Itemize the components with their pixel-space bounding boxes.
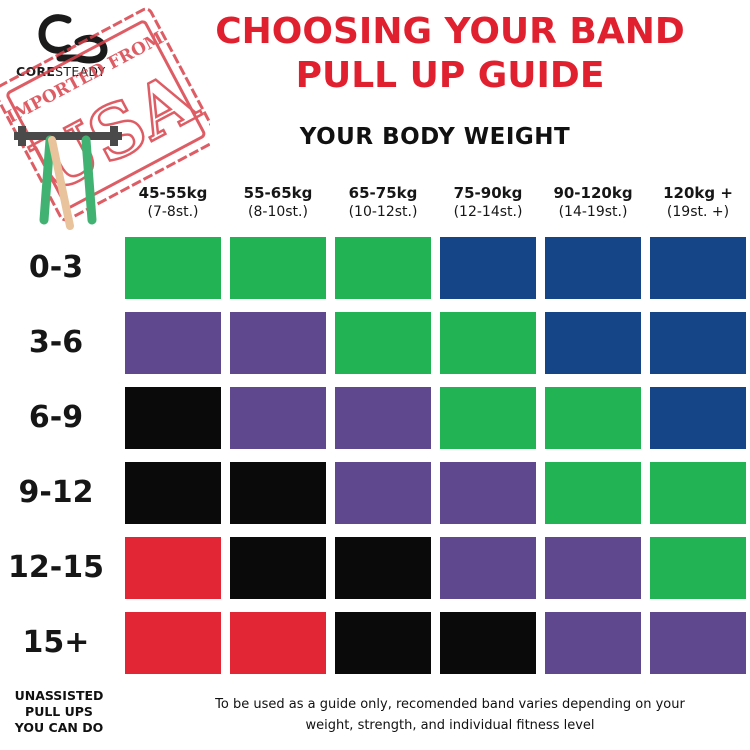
band-cell-purple — [125, 312, 221, 374]
column-header-stone: (14-19st.) — [558, 204, 628, 220]
column-header-kg: 45-55kg — [138, 184, 208, 202]
column-header-stone: (10-12st.) — [348, 204, 418, 220]
column-header-1: 55-65kg (8-10st.) — [226, 183, 330, 222]
band-cell-purple — [230, 312, 326, 374]
band-cell-black — [335, 537, 431, 599]
column-header-2: 65-75kg (10-12st.) — [331, 183, 435, 222]
column-header-kg: 75-90kg — [453, 184, 523, 202]
brand-logo: CORESTEADY — [14, 12, 134, 82]
row-axis-label-line-1: UNASSISTED — [14, 688, 104, 703]
band-cell-blue — [545, 237, 641, 299]
column-header-kg: 90-120kg — [553, 184, 633, 202]
row-header-1: 3-6 — [28, 325, 84, 360]
page-title-line-1: CHOOSING YOUR BAND — [215, 11, 685, 52]
band-cell-green — [440, 312, 536, 374]
band-cell-green — [335, 312, 431, 374]
band-cell-green — [650, 537, 746, 599]
body-weight-heading: YOUR BODY WEIGHT — [299, 124, 571, 150]
band-cell-green — [545, 462, 641, 524]
column-header-stone: (12-14st.) — [453, 204, 523, 220]
coresteady-logo-icon — [38, 14, 108, 64]
column-header-stone: (19st. +) — [666, 204, 730, 220]
band-cell-black — [440, 612, 536, 674]
row-header-3: 9-12 — [18, 475, 94, 510]
band-cell-blue — [650, 387, 746, 449]
row-axis-label-line-3: YOU CAN DO — [14, 720, 104, 735]
imported-stamp-watermark: IMPORTED FROM USA — [0, 7, 210, 230]
row-axis-label: UNASSISTED PULL UPS YOU CAN DO — [0, 688, 118, 736]
column-header-3: 75-90kg (12-14st.) — [436, 183, 540, 222]
band-cell-purple — [650, 612, 746, 674]
row-header-4: 12-15 — [8, 550, 104, 585]
band-cell-green — [650, 462, 746, 524]
band-cell-black — [125, 462, 221, 524]
band-cell-red — [125, 612, 221, 674]
guide-disclaimer: To be used as a guide only, recomended b… — [160, 694, 740, 736]
brand-wordmark-rest: STEADY — [55, 64, 106, 79]
band-cell-green — [125, 237, 221, 299]
brand-wordmark-bold: CORE — [16, 64, 56, 79]
band-cell-black — [335, 612, 431, 674]
guide-disclaimer-line-1: To be used as a guide only, recomended b… — [215, 697, 685, 712]
guide-disclaimer-line-2: weight, strength, and individual fitness… — [305, 718, 595, 733]
band-cell-purple — [230, 387, 326, 449]
band-cell-purple — [545, 612, 641, 674]
band-cell-purple — [545, 537, 641, 599]
column-header-4: 90-120kg (14-19st.) — [541, 183, 645, 222]
row-header-5: 15+ — [22, 625, 90, 660]
column-header-stone: (7-8st.) — [147, 204, 199, 220]
band-cell-purple — [335, 462, 431, 524]
band-cell-blue — [440, 237, 536, 299]
band-cell-blue — [650, 237, 746, 299]
column-header-kg: 65-75kg — [348, 184, 418, 202]
band-cell-black — [230, 537, 326, 599]
band-cell-blue — [545, 312, 641, 374]
column-header-kg: 120kg + — [663, 184, 733, 202]
band-cell-green — [440, 387, 536, 449]
row-header-2: 6-9 — [28, 400, 84, 435]
band-cell-green — [545, 387, 641, 449]
column-header-stone: (8-10st.) — [248, 204, 308, 220]
band-cell-green — [230, 237, 326, 299]
band-cell-red — [125, 537, 221, 599]
band-cell-blue — [650, 312, 746, 374]
band-cell-purple — [335, 387, 431, 449]
row-header-0: 0-3 — [28, 250, 84, 285]
column-header-5: 120kg + (19st. +) — [646, 183, 750, 222]
row-axis-label-line-2: PULL UPS — [25, 704, 93, 719]
band-cell-purple — [440, 537, 536, 599]
band-cell-red — [230, 612, 326, 674]
band-cell-green — [335, 237, 431, 299]
column-header-kg: 55-65kg — [243, 184, 313, 202]
band-cell-purple — [440, 462, 536, 524]
column-header-0: 45-55kg (7-8st.) — [121, 183, 225, 222]
pull-up-bar-icon — [14, 126, 122, 230]
page-title-line-2: PULL UP GUIDE — [295, 55, 605, 96]
band-cell-black — [230, 462, 326, 524]
brand-wordmark: CORESTEADY — [16, 64, 134, 79]
band-cell-black — [125, 387, 221, 449]
